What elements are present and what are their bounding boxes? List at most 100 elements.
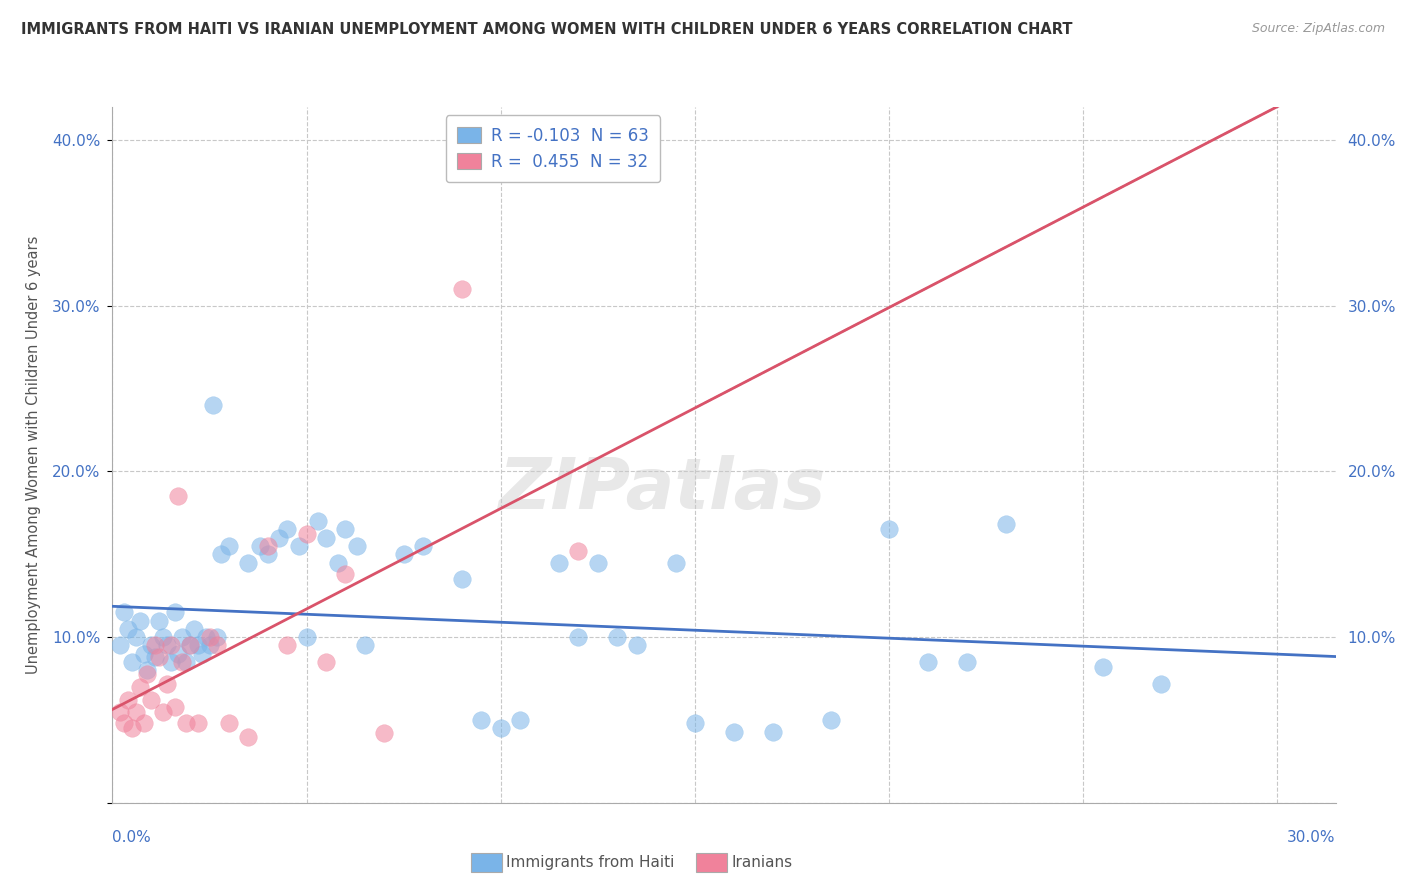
Point [198, 639, 221, 653]
Point [451, 572, 474, 586]
Point [548, 556, 571, 570]
Text: ZIPatlas: ZIPatlas [499, 455, 827, 524]
Point [392, 547, 415, 561]
Text: 0.0%: 0.0% [112, 830, 152, 845]
Legend: R = -0.103  N = 63, R =  0.455  N = 32: R = -0.103 N = 63, R = 0.455 N = 32 [446, 115, 659, 182]
Point [956, 655, 979, 669]
Point [132, 647, 155, 661]
Text: 30.0%: 30.0% [1288, 830, 1336, 845]
Point [373, 726, 395, 740]
Point [626, 639, 648, 653]
Point [249, 539, 271, 553]
Point [172, 630, 194, 644]
Point [128, 680, 150, 694]
Point [269, 531, 291, 545]
Point [567, 544, 589, 558]
Point [335, 523, 357, 537]
Point [110, 639, 132, 653]
Point [683, 716, 706, 731]
Point [121, 721, 143, 735]
Point [179, 639, 201, 653]
Text: Immigrants from Haiti: Immigrants from Haiti [506, 855, 675, 870]
Point [143, 650, 166, 665]
Point [820, 713, 842, 727]
Point [183, 622, 205, 636]
Point [326, 556, 349, 570]
Point [346, 539, 368, 553]
Point [125, 705, 148, 719]
Point [917, 655, 939, 669]
Point [586, 556, 609, 570]
Point [994, 517, 1017, 532]
Point [159, 639, 181, 653]
Point [174, 716, 197, 731]
Point [295, 630, 318, 644]
Point [152, 705, 174, 719]
Point [354, 639, 377, 653]
Point [174, 655, 197, 669]
Text: IMMIGRANTS FROM HAITI VS IRANIAN UNEMPLOYMENT AMONG WOMEN WITH CHILDREN UNDER 6 : IMMIGRANTS FROM HAITI VS IRANIAN UNEMPLO… [21, 22, 1073, 37]
Point [187, 716, 209, 731]
Point [606, 630, 628, 644]
Point [148, 650, 170, 665]
Point [315, 531, 337, 545]
Point [470, 713, 492, 727]
Point [159, 655, 181, 669]
Point [198, 630, 221, 644]
Point [167, 489, 190, 503]
Point [112, 605, 135, 619]
Point [256, 547, 278, 561]
Point [132, 716, 155, 731]
Point [276, 639, 298, 653]
Text: Iranians: Iranians [731, 855, 792, 870]
Point [143, 639, 166, 653]
Point [1091, 660, 1114, 674]
Point [489, 721, 512, 735]
Point [141, 639, 163, 653]
Point [128, 614, 150, 628]
Point [125, 630, 148, 644]
Point [295, 527, 318, 541]
Point [315, 655, 337, 669]
Point [191, 647, 214, 661]
Point [194, 630, 217, 644]
Point [335, 567, 357, 582]
Point [156, 639, 179, 653]
Point [567, 630, 589, 644]
Point [136, 666, 159, 681]
Point [723, 724, 745, 739]
Point [156, 676, 179, 690]
Point [256, 539, 278, 553]
Point [218, 716, 240, 731]
Point [163, 605, 186, 619]
Point [187, 639, 209, 653]
Point [167, 647, 190, 661]
Point [1150, 676, 1173, 690]
Point [148, 614, 170, 628]
Point [152, 630, 174, 644]
Point [509, 713, 531, 727]
Point [141, 693, 163, 707]
Y-axis label: Unemployment Among Women with Children Under 6 years: Unemployment Among Women with Children U… [27, 235, 41, 674]
Point [288, 539, 311, 553]
Point [112, 716, 135, 731]
Point [163, 699, 186, 714]
Point [172, 655, 194, 669]
Point [307, 514, 329, 528]
Text: Source: ZipAtlas.com: Source: ZipAtlas.com [1251, 22, 1385, 36]
Point [412, 539, 434, 553]
Point [762, 724, 785, 739]
Point [451, 282, 474, 296]
Point [179, 639, 201, 653]
Point [202, 398, 225, 412]
Point [238, 556, 260, 570]
Point [664, 556, 686, 570]
Point [117, 693, 139, 707]
Point [218, 539, 240, 553]
Point [207, 630, 229, 644]
Point [877, 523, 900, 537]
Point [238, 730, 260, 744]
Point [117, 622, 139, 636]
Point [110, 705, 132, 719]
Point [276, 523, 298, 537]
